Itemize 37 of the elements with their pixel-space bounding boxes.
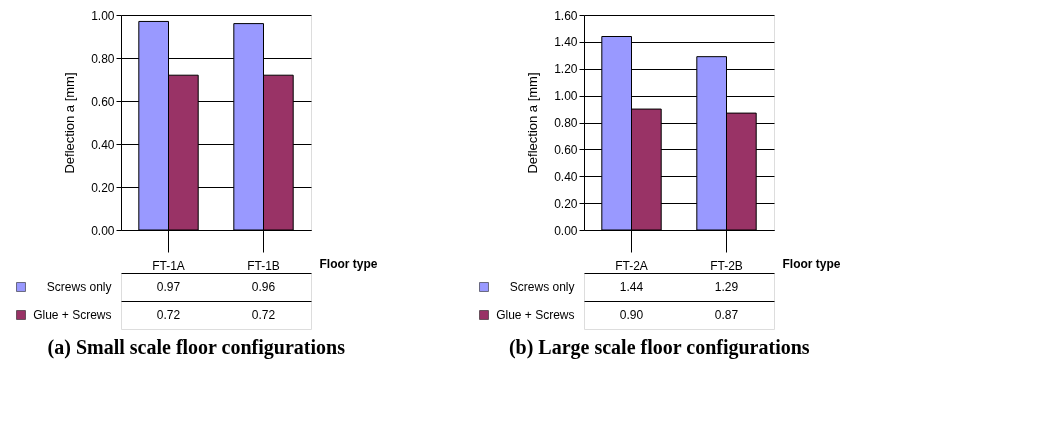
y-tick-label: 1.00: [91, 8, 115, 23]
y-tick-label: 0.60: [554, 142, 578, 157]
x-tick-label: FT-1B: [247, 258, 280, 273]
y-tick-label: 0.20: [91, 180, 115, 195]
data-label: 0.87: [714, 308, 739, 322]
x-tick-label: FT-1A: [152, 258, 185, 273]
data-label: 0.96: [251, 280, 276, 294]
y-tick-label: 0.80: [554, 116, 578, 130]
y-tick-label: 0.20: [554, 196, 578, 211]
y-tick-label: 0.00: [554, 223, 578, 238]
x-tick-label: FT-2A: [615, 258, 648, 273]
x-tick-label: FT-2B: [710, 258, 743, 273]
y-axis-title: Deflection a [mm]: [62, 72, 78, 174]
y-tick-label: 1.60: [554, 8, 578, 23]
legend-label: Screws only: [509, 280, 575, 294]
y-tick-label: 0.40: [554, 169, 578, 184]
data-label: 0.72: [251, 308, 276, 322]
y-tick-label: 1.40: [554, 35, 578, 50]
y-tick-label: 1.00: [554, 89, 578, 104]
data-label: 1.44: [619, 280, 644, 294]
data-label: 0.90: [619, 308, 644, 322]
legend-label: Screws only: [46, 280, 112, 294]
data-label: 0.72: [156, 308, 181, 322]
data-label: 1.29: [714, 280, 739, 294]
y-tick-label: 0.60: [91, 94, 115, 109]
y-tick-label: 1.20: [554, 62, 578, 77]
y-tick-label: 0.40: [91, 137, 115, 152]
y-tick-label: 0.00: [91, 223, 115, 238]
text: (b) Large scale floor configurations: [508, 335, 810, 359]
legend-label: Glue + Screws: [33, 308, 112, 322]
x-axis-title: Floor type: [319, 256, 378, 271]
y-tick-label: 0.80: [91, 51, 115, 66]
data-label: 0.97: [156, 280, 181, 294]
x-axis-title: Floor type: [782, 256, 841, 271]
legend-label: Glue + Screws: [496, 308, 575, 322]
y-axis-title: Deflection a [mm]: [525, 72, 541, 174]
text: (a) Small scale floor configurations: [47, 335, 346, 359]
